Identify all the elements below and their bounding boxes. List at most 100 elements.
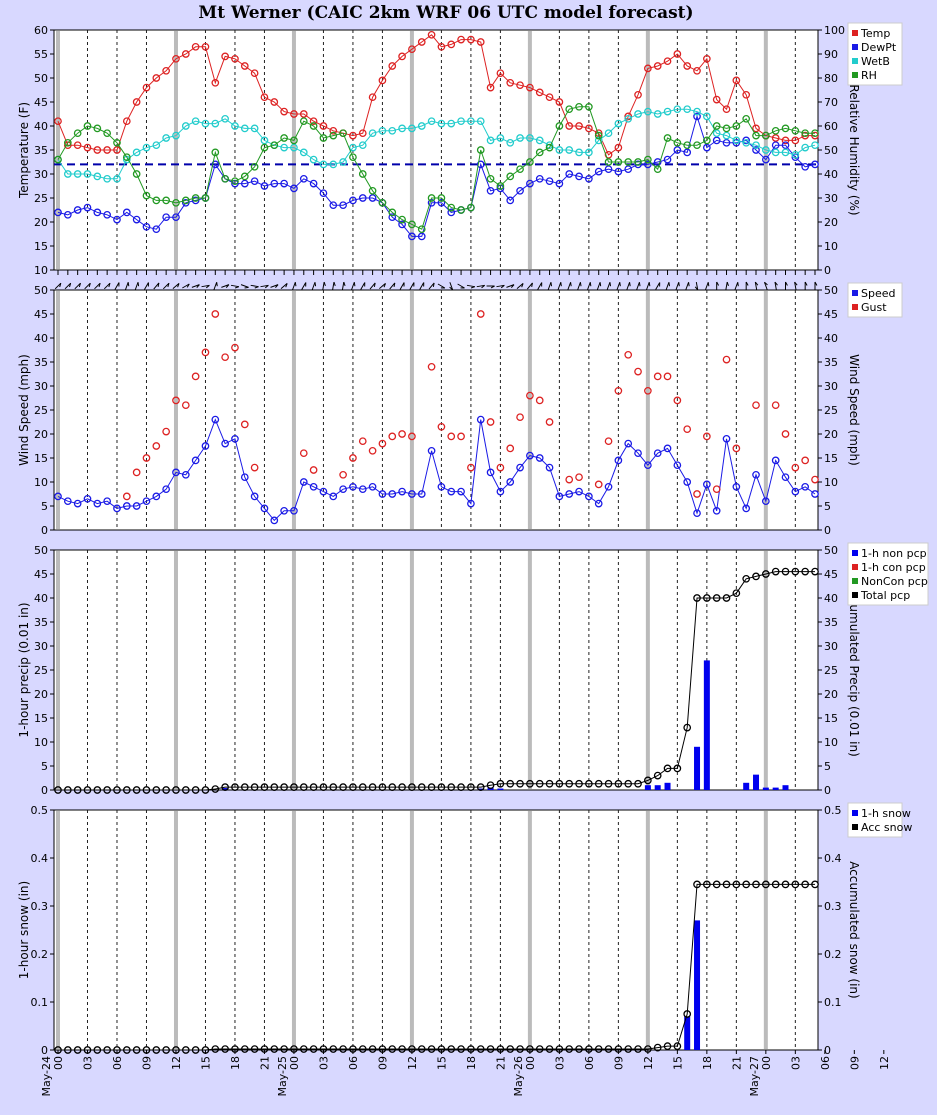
point-rh	[270, 141, 279, 150]
point-acc-snow	[181, 1046, 190, 1054]
y2-tick-label: 10	[824, 476, 838, 489]
wind-barb	[134, 282, 140, 290]
point-temp	[368, 93, 377, 102]
y-tick-label: 25	[34, 404, 48, 417]
point-gust	[339, 470, 347, 479]
x-day-label: May-26	[512, 1056, 525, 1097]
wind-barb-shaft	[54, 282, 62, 290]
point-temp	[309, 117, 318, 126]
point-total-precip	[122, 786, 131, 794]
wind-barb-head	[490, 285, 495, 289]
wind-barb	[360, 282, 366, 290]
point-temp	[319, 122, 328, 130]
point-total-precip	[526, 779, 534, 788]
y-tick-label: 0.4	[31, 852, 49, 865]
point-dewpt	[250, 177, 259, 186]
point-total-precip	[162, 786, 170, 794]
wind-barb-head	[579, 282, 582, 287]
point-wetb	[240, 124, 249, 133]
bar-snow	[684, 1016, 691, 1050]
point-speed	[614, 456, 623, 465]
point-total-precip	[250, 783, 259, 791]
point-total-precip	[752, 572, 760, 581]
legend-swatch	[852, 550, 858, 556]
wind-barb	[428, 282, 435, 290]
point-total-precip	[211, 785, 220, 793]
point-total-precip	[811, 567, 819, 576]
point-rh	[761, 131, 770, 140]
legend-box	[847, 802, 903, 838]
point-acc-snow	[368, 1045, 377, 1053]
y-tick-label: 40	[34, 332, 48, 345]
point-rh	[555, 122, 564, 130]
wind-barb	[636, 282, 641, 290]
y-tick-label: 20	[34, 428, 48, 441]
bar-precip	[477, 788, 484, 790]
wind-barb	[369, 282, 376, 290]
legend-entry: 1-h snow	[861, 807, 911, 820]
series-line-wetb	[57, 108, 816, 180]
point-total-precip	[299, 783, 308, 791]
gridline-major	[645, 31, 650, 269]
point-rh	[260, 143, 269, 152]
y-tick-label: 50	[34, 284, 48, 297]
wind-barb-head	[521, 283, 524, 288]
wind-barb	[486, 285, 495, 289]
point-acc-snow	[634, 1045, 642, 1053]
point-dewpt	[309, 179, 318, 188]
point-wetb	[349, 143, 357, 152]
point-dewpt	[604, 165, 613, 174]
point-gust	[240, 420, 249, 429]
wind-barb-head	[678, 282, 680, 287]
legend-swatch	[852, 44, 858, 50]
wind-barb	[84, 282, 91, 290]
point-acc-snow	[506, 1045, 515, 1053]
point-speed	[516, 463, 524, 472]
wind-barb-shaft	[725, 281, 728, 291]
wind-barb-shaft	[764, 282, 768, 290]
point-speed	[270, 516, 279, 525]
x-tick-label: 12	[406, 1056, 419, 1070]
x-tick-label: 00	[288, 1056, 301, 1070]
point-rh	[417, 225, 426, 234]
wind-barb	[409, 282, 415, 290]
wind-barb	[476, 284, 485, 289]
point-rh	[752, 131, 760, 140]
point-temp	[555, 98, 564, 106]
gridline-major	[56, 291, 60, 529]
point-rh	[781, 124, 790, 133]
point-gust	[142, 454, 151, 462]
point-acc-snow	[63, 1046, 72, 1054]
point-rh	[634, 158, 642, 166]
gridline-major	[173, 31, 178, 269]
wind-barb-head	[314, 282, 317, 287]
point-dewpt	[801, 162, 810, 171]
point-rh	[427, 194, 436, 202]
point-speed	[594, 499, 603, 508]
bar-precip	[782, 785, 789, 790]
point-rh	[54, 155, 62, 164]
y2-tick-label: 20	[824, 428, 838, 441]
point-speed	[653, 449, 662, 458]
point-temp	[732, 76, 741, 85]
point-total-precip	[781, 567, 790, 576]
point-dewpt	[683, 148, 692, 157]
point-speed	[221, 439, 229, 448]
point-temp	[132, 98, 141, 106]
point-temp	[653, 62, 662, 70]
point-gust	[162, 427, 170, 436]
point-temp	[486, 83, 495, 92]
gridline-major	[409, 291, 414, 529]
point-speed	[73, 499, 82, 508]
point-rh	[614, 158, 623, 166]
x-day-label: May-25	[276, 1056, 289, 1097]
point-total-precip	[545, 779, 554, 788]
point-rh	[290, 136, 298, 145]
point-speed	[457, 487, 465, 496]
x-tick-label: 15	[435, 1056, 448, 1070]
point-temp	[447, 40, 456, 49]
point-rh	[476, 146, 485, 154]
point-rh	[457, 206, 465, 214]
point-temp	[290, 110, 298, 118]
wind-direction-barbs	[54, 270, 818, 291]
